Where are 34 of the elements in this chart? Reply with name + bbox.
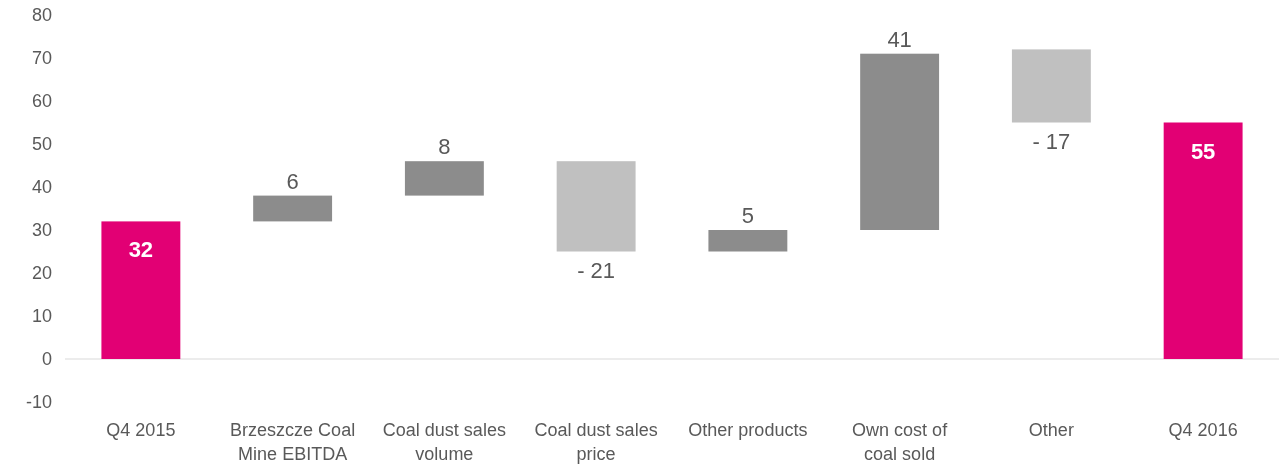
data-label: 5 xyxy=(741,203,754,228)
y-tick-label: 10 xyxy=(31,306,52,327)
bar xyxy=(860,53,940,230)
data-label: 8 xyxy=(438,134,451,160)
y-tick-label: -10 xyxy=(25,392,52,413)
data-label: 55 xyxy=(1190,138,1216,164)
data-label: - 21 xyxy=(577,257,616,283)
data-label: - 17 xyxy=(1032,128,1071,154)
x-tick-label: Own cost of coal sold xyxy=(852,420,949,464)
x-tick-label: Other products xyxy=(688,420,808,440)
y-tick-label: 50 xyxy=(31,134,52,155)
y-tick-label: 70 xyxy=(31,48,52,69)
y-tick-label: 20 xyxy=(31,263,52,284)
bar xyxy=(404,161,484,196)
x-tick-label: Q4 2016 xyxy=(1168,420,1238,440)
bar xyxy=(1011,49,1091,123)
x-tick-label: Coal dust sales volume xyxy=(382,420,506,464)
x-tick-label: Other xyxy=(1028,420,1074,440)
data-label: 6 xyxy=(286,168,299,194)
data-label: 32 xyxy=(128,237,154,263)
y-tick-label: 60 xyxy=(31,91,52,112)
data-label: 41 xyxy=(887,26,912,52)
x-tick-label: Coal dust sales price xyxy=(534,420,658,464)
bar xyxy=(253,195,333,222)
y-tick-label: 80 xyxy=(31,5,52,26)
bar xyxy=(708,230,788,252)
bar xyxy=(1163,122,1243,359)
y-tick-label: 30 xyxy=(31,220,52,241)
x-tick-label: Brzeszcze Coal Mine EBITDA xyxy=(230,420,356,464)
bar xyxy=(556,161,636,252)
y-tick-label: 0 xyxy=(41,349,52,370)
bar xyxy=(101,221,181,359)
y-tick-label: 40 xyxy=(31,177,52,198)
x-tick-label: Q4 2015 xyxy=(106,420,176,440)
